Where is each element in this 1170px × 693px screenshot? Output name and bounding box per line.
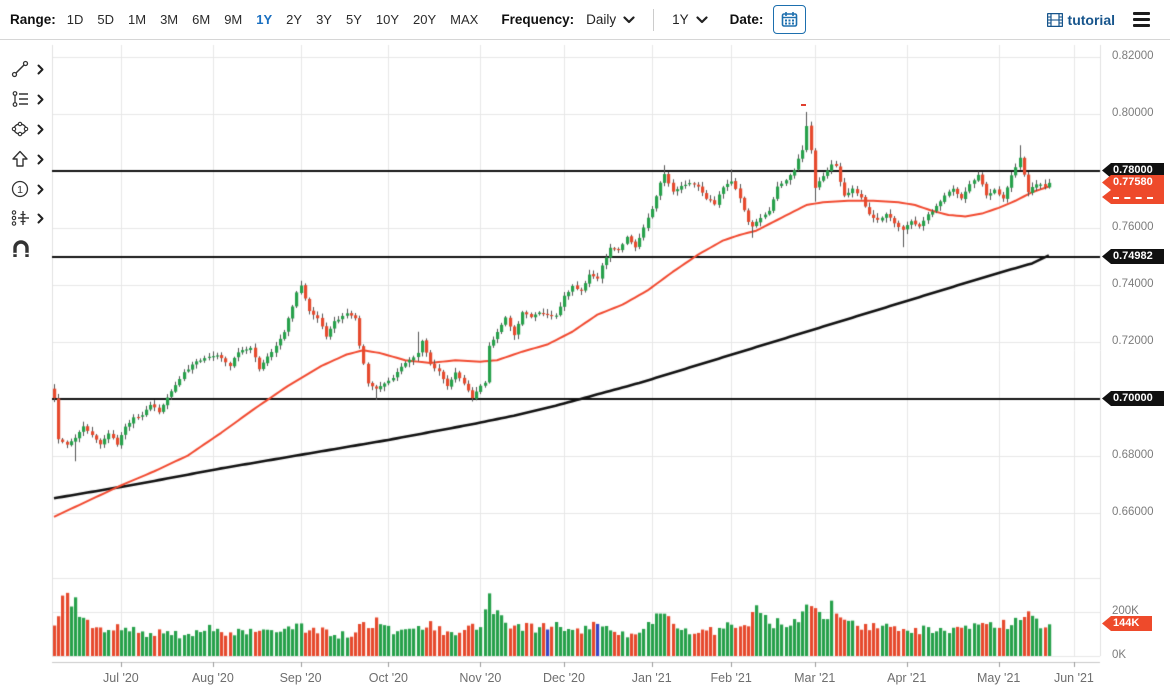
resistance-line-badge: 0.78000 — [1102, 163, 1164, 178]
tool-trend-line[interactable] — [10, 59, 44, 79]
mid-line-badge: 0.74982 — [1102, 249, 1164, 264]
date-label: Date: — [729, 12, 764, 27]
menu-hamburger-button[interactable] — [1131, 10, 1152, 29]
range-option-10y[interactable]: 10Y — [375, 12, 400, 27]
indicator-settings-icon — [11, 210, 29, 226]
range-option-3m[interactable]: 3M — [160, 12, 179, 27]
frequency-value: Daily — [586, 12, 617, 27]
circled-one-icon: 1 — [11, 180, 29, 198]
fibonacci-icon — [12, 91, 28, 107]
month-axis-label: Nov '20 — [459, 671, 502, 685]
price-axis-label: 0.76000 — [1112, 220, 1154, 233]
range-option-max[interactable]: MAX — [450, 12, 479, 27]
range-option-1y[interactable]: 1Y — [256, 12, 273, 27]
tool-magnet[interactable] — [10, 238, 32, 260]
range-option-5y[interactable]: 5Y — [345, 12, 362, 27]
volume-axis-label: 200K — [1112, 605, 1139, 617]
tutorial-link[interactable]: tutorial — [1046, 11, 1115, 28]
last-price-badge: 0.77580 — [1102, 175, 1164, 190]
tutorial-label: tutorial — [1067, 11, 1115, 28]
range-label: Range: — [10, 12, 56, 27]
submenu-chevron-icon — [37, 124, 44, 134]
month-axis-label: Oct '20 — [368, 671, 408, 685]
ma-value-badge-clipped — [1102, 190, 1164, 204]
calendar-icon — [782, 12, 798, 27]
period-value: 1Y — [672, 12, 689, 27]
month-axis-label: May '21 — [976, 671, 1021, 685]
month-axis-label: Apr '21 — [887, 671, 927, 685]
range-option-3y[interactable]: 3Y — [316, 12, 332, 27]
chevron-down-icon — [696, 15, 708, 23]
month-axis-label: Mar '21 — [794, 671, 836, 685]
tool-arrow[interactable] — [10, 149, 44, 169]
volume-axis-label: 0K — [1112, 649, 1127, 661]
trend-line-icon — [11, 60, 29, 78]
frequency-label: Frequency: — [501, 12, 575, 27]
top-toolbar: Range: 1D 5D 1M 3M 6M 9M 1Y 2Y 3Y 5Y 10Y 20Y MAX Fre… — [0, 0, 1170, 40]
month-axis-label: Aug '20 — [191, 671, 234, 685]
chevron-down-icon — [623, 15, 635, 23]
range-option-1m[interactable]: 1M — [128, 12, 147, 27]
range-option-6m[interactable]: 6M — [192, 12, 211, 27]
month-axis-label: Jun '21 — [1053, 671, 1094, 685]
month-axis-label: Jul '20 — [103, 671, 139, 685]
tool-fibonacci[interactable] — [10, 89, 44, 109]
submenu-chevron-icon — [37, 154, 44, 164]
submenu-chevron-icon — [37, 213, 44, 223]
submenu-chevron-icon — [37, 184, 44, 194]
range-option-1d[interactable]: 1D — [66, 12, 84, 27]
film-icon — [1046, 12, 1063, 27]
range-option-9m[interactable]: 9M — [224, 12, 243, 27]
arrow-up-icon — [12, 150, 28, 167]
period-select[interactable]: 1Y — [672, 12, 708, 27]
frequency-select[interactable]: Daily — [586, 12, 635, 27]
tool-indicator-settings[interactable] — [10, 208, 44, 228]
ellipse-shape-icon — [11, 121, 29, 137]
submenu-chevron-icon — [37, 64, 44, 74]
price-axis-label: 0.66000 — [1112, 505, 1154, 518]
month-axis-label: Sep '20 — [279, 671, 322, 685]
toolbar-divider — [653, 8, 655, 31]
price-axis-label: 0.82000 — [1112, 50, 1154, 62]
price-axis-label: 0.80000 — [1112, 106, 1154, 119]
range-option-2y[interactable]: 2Y — [286, 12, 303, 27]
price-axis-label: 0.72000 — [1112, 334, 1154, 347]
drawing-tools-panel: 1 — [0, 40, 50, 693]
svg-text:1: 1 — [17, 184, 23, 196]
price-axis-label: 0.68000 — [1112, 448, 1154, 461]
tool-annotation-number[interactable]: 1 — [10, 179, 44, 199]
month-axis-label: Jan '21 — [631, 671, 672, 685]
range-options: 1D 5D 1M 3M 6M 9M 1Y 2Y 3Y 5Y 10Y 20Y MAX — [60, 12, 486, 27]
volume-badge: 144K — [1102, 616, 1152, 631]
price-axis-label: 0.74000 — [1112, 277, 1154, 290]
range-option-5d[interactable]: 5D — [97, 12, 115, 27]
month-axis-label: Dec '20 — [542, 671, 585, 685]
date-picker-button[interactable] — [773, 5, 807, 34]
magnet-icon — [13, 240, 29, 257]
peak-annotation-mark — [801, 104, 806, 106]
month-axis-label: Feb '21 — [710, 671, 752, 685]
submenu-chevron-icon — [37, 94, 44, 104]
range-option-20y[interactable]: 20Y — [413, 12, 437, 27]
support-line-badge: 0.70000 — [1102, 391, 1164, 406]
tool-ellipse-shape[interactable] — [10, 119, 44, 139]
